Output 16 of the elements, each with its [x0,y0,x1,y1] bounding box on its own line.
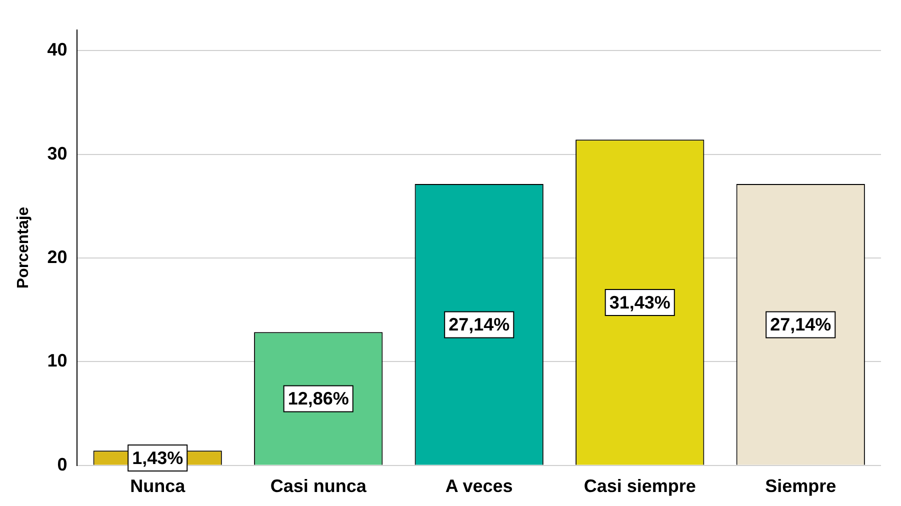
y-axis-title: Porcentaje [15,206,32,289]
data-label: 27,14% [448,314,510,335]
x-tick-label: Casi siempre [584,476,696,496]
y-tick-label: 40 [47,40,68,60]
x-tick-label: Siempre [765,476,836,496]
y-tick-label: 10 [47,350,68,371]
x-tick-label: Nunca [130,476,186,496]
x-tick-label: A veces [445,476,513,496]
x-tick-label: Casi nunca [270,476,368,496]
data-label: 27,14% [770,314,832,335]
y-tick-label: 0 [57,454,68,474]
data-label: 1,43% [132,448,184,468]
y-tick-label: 20 [47,247,68,268]
data-label: 12,86% [288,388,349,409]
y-tick-label: 30 [47,143,68,164]
data-label: 31,43% [609,292,670,312]
